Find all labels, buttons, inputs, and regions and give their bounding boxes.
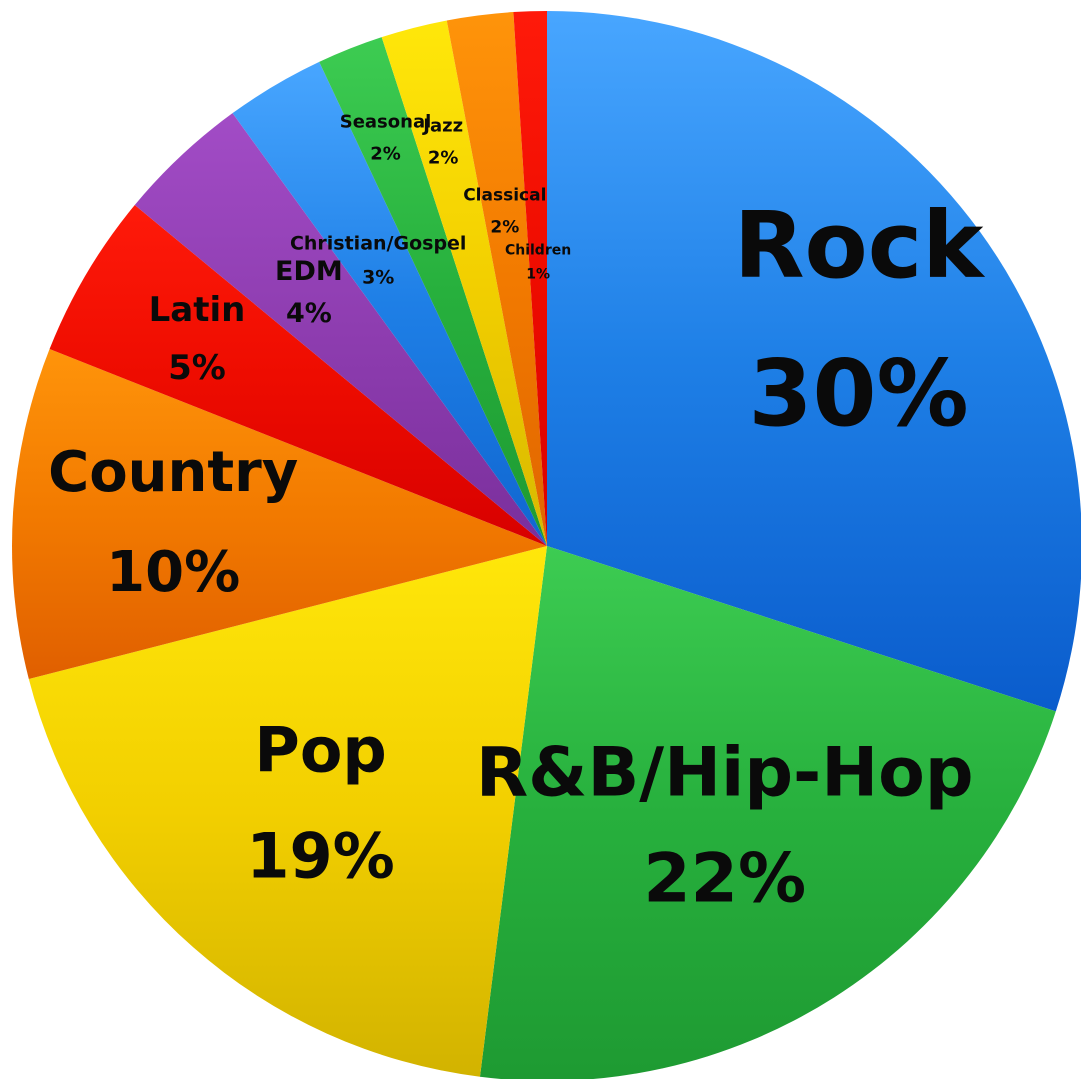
slice-label-rock: Rock bbox=[734, 192, 986, 299]
slice-value-classical: 2% bbox=[490, 218, 519, 238]
pie-slices bbox=[12, 11, 1081, 1079]
pie-slice-seasonal bbox=[319, 37, 547, 547]
pie-slice-rock bbox=[547, 11, 1081, 712]
slice-value-pop: 19% bbox=[246, 819, 394, 892]
slice-label-country: Country bbox=[48, 440, 298, 505]
pie-slice-christian-gospel bbox=[232, 61, 547, 547]
pie-slice-classical bbox=[446, 12, 547, 547]
slice-label-christian-gospel: Christian/Gospel bbox=[290, 233, 467, 255]
pie-slice-jazz bbox=[381, 20, 547, 547]
slice-value-seasonal: 2% bbox=[370, 144, 401, 165]
slice-label-classical: Classical bbox=[463, 186, 546, 206]
pie-slice-edm bbox=[134, 113, 547, 547]
slice-value-country: 10% bbox=[106, 540, 240, 605]
slice-label-pop: Pop bbox=[254, 713, 386, 786]
slice-value-latin: 5% bbox=[168, 348, 226, 388]
pie-labels: Rock 30% R&B/Hip-Hop 22% Pop 19% Country 10% Lat… bbox=[48, 112, 985, 919]
pie-slice-latin bbox=[49, 204, 547, 547]
slice-label-r-b-hip-hop: R&B/Hip-Hop bbox=[476, 734, 974, 813]
slice-label-jazz: Jazz bbox=[421, 115, 463, 136]
slice-label-children: Children bbox=[505, 243, 571, 259]
slice-value-christian-gospel: 3% bbox=[362, 267, 394, 289]
pie-slice-country bbox=[12, 349, 548, 680]
slice-label-edm: EDM bbox=[275, 256, 343, 287]
slice-value-rock: 30% bbox=[748, 340, 968, 447]
slice-label-latin: Latin bbox=[149, 290, 246, 330]
pie-slice-children bbox=[513, 11, 547, 546]
slice-value-children: 1% bbox=[526, 267, 550, 283]
slice-value-r-b-hip-hop: 22% bbox=[643, 840, 806, 919]
pie-slice-r-b-hip-hop bbox=[479, 546, 1056, 1079]
slice-value-edm: 4% bbox=[286, 298, 332, 329]
slice-value-jazz: 2% bbox=[428, 147, 459, 168]
pie-slice-pop bbox=[28, 546, 548, 1077]
slice-label-seasonal: Seasonal bbox=[340, 112, 432, 133]
